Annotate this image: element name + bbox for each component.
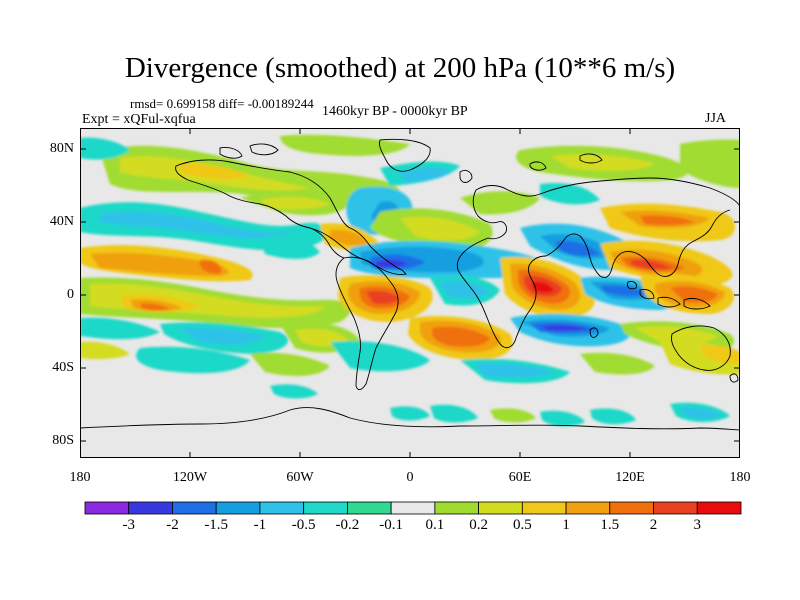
y-tick-label: 80S <box>52 433 74 448</box>
colorbar-label: 1.5 <box>600 517 620 533</box>
colorbar-label: -2 <box>166 517 179 533</box>
colorbar-swatch <box>609 501 654 515</box>
y-tick-label: 40S <box>52 360 74 375</box>
colorbar <box>84 501 742 515</box>
colorbar-swatch <box>259 501 305 515</box>
colorbar-swatch <box>390 501 436 515</box>
y-tick-label: 40N <box>49 214 74 229</box>
x-tick-label: 0 <box>406 470 414 485</box>
divergence-map <box>80 128 740 458</box>
axis-ticks <box>80 128 740 458</box>
stats-label: rmsd= 0.699158 diff= -0.00189244 <box>130 96 314 111</box>
colorbar-swatch <box>172 501 217 515</box>
period-label: 1460kyr BP - 0000kyr BP <box>322 104 468 119</box>
colorbar-swatch <box>303 501 348 515</box>
colorbar-label: -3 <box>122 517 135 533</box>
colorbar-label: 1 <box>562 517 570 533</box>
colorbar-label: -0.1 <box>379 517 403 533</box>
x-tick-label: 120E <box>615 470 645 485</box>
season-label: JJA <box>705 111 727 126</box>
y-tick-label: 0 <box>67 287 74 302</box>
colorbar-swatch <box>478 501 523 515</box>
chart-title: Divergence (smoothed) at 200 hPa (10**6 … <box>124 52 676 84</box>
colorbar-swatch <box>696 501 742 515</box>
colorbar-label: 0.5 <box>512 517 532 533</box>
x-tick-label: 120W <box>172 470 208 485</box>
x-tick-label: 180 <box>69 470 91 485</box>
experiment-label: Expt = xQFul-xqfua <box>82 112 196 127</box>
colorbar-swatch <box>521 501 567 515</box>
colorbar-label: -0.5 <box>291 517 316 533</box>
contour-fills <box>80 134 740 427</box>
colorbar-swatch <box>346 501 392 515</box>
x-tick-label: 60W <box>286 470 314 485</box>
colorbar-swatch <box>215 501 261 515</box>
colorbar-label: -1.5 <box>204 517 229 533</box>
y-tick-label: 80N <box>49 141 74 156</box>
colorbar-label: -0.2 <box>335 517 360 533</box>
colorbar-label: -1 <box>253 517 267 533</box>
colorbar-label: 2 <box>649 517 658 533</box>
colorbar-swatch <box>84 501 130 515</box>
x-tick-label: 60E <box>508 470 532 485</box>
coastlines <box>80 138 740 431</box>
colorbar-swatch <box>128 501 173 515</box>
x-tick-label: 180 <box>729 470 751 485</box>
colorbar-label: 0.2 <box>469 517 488 533</box>
colorbar-label: 0.1 <box>425 517 445 533</box>
colorbar-swatch <box>653 501 698 515</box>
colorbar-swatch <box>565 501 611 515</box>
colorbar-swatch <box>434 501 479 515</box>
colorbar-label: 3 <box>693 517 702 533</box>
